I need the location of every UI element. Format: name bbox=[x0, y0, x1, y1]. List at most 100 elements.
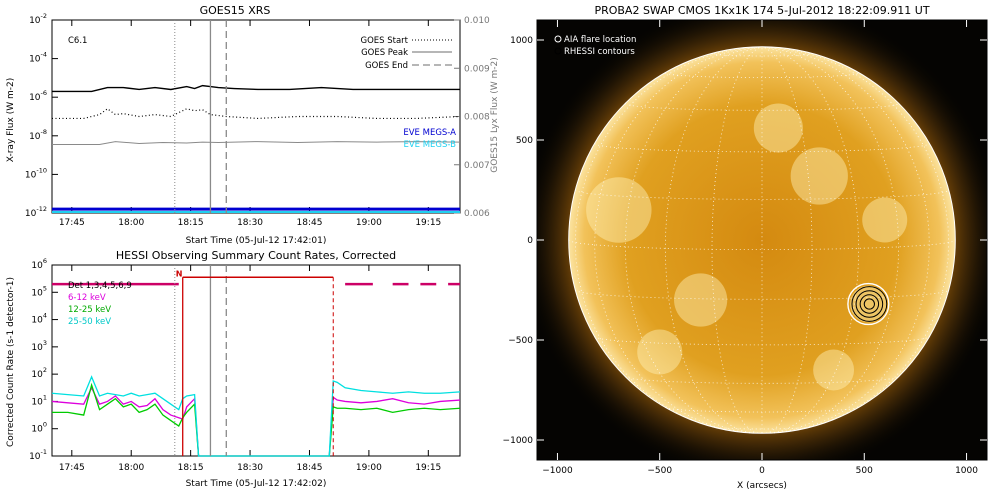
swap-y-tick-label: −500 bbox=[508, 336, 533, 346]
hessi-x-ticks: 17:45 18:00 18:15 18:30 18:45 19:00 19:15 bbox=[59, 265, 441, 473]
goes-y-tick-label: 10-8 bbox=[29, 128, 47, 142]
hessi-y-tick-exp: 6 bbox=[43, 257, 47, 265]
goes-y-tick-exp: -6 bbox=[41, 89, 47, 97]
hessi-y-tick-base: 10 bbox=[31, 288, 43, 298]
swap-y-tick-label: −1000 bbox=[503, 436, 534, 446]
swap-x-ticks: −1000 −500 0 500 1000 bbox=[542, 20, 978, 476]
hessi-series-12-25-keV bbox=[52, 382, 461, 457]
goes-legend-start: GOES Start bbox=[360, 36, 408, 46]
goes-y-tick-exp: -2 bbox=[41, 12, 47, 20]
hessi-y-tick-base: 10 bbox=[31, 261, 43, 271]
hessi-legend-high: 25-50 keV bbox=[68, 317, 111, 327]
goes-y-tick-base: 10 bbox=[29, 93, 41, 103]
goes-y-tick-label: 10-10 bbox=[25, 166, 47, 180]
hessi-y-tick-base: 10 bbox=[31, 397, 43, 407]
swap-legend-rhessi-icon bbox=[554, 47, 562, 55]
hessi-x-tick-label: 19:15 bbox=[415, 463, 441, 473]
goes-y-tick-base: 10 bbox=[25, 209, 37, 219]
goes-y-tick-base: 10 bbox=[25, 170, 37, 180]
goes-y2-tick-label: 0.010 bbox=[464, 16, 490, 26]
sun-limb bbox=[568, 46, 956, 434]
hessi-x-label: Start Time (05-Jul-12 17:42:02) bbox=[186, 479, 327, 489]
active-region bbox=[862, 197, 908, 243]
hessi-legend: Det 1,3,4,5,6,9 6-12 keV 12-25 keV 25-50… bbox=[68, 281, 132, 327]
hessi-y-tick-exp: 5 bbox=[43, 284, 47, 292]
heliographic-grid bbox=[568, 46, 956, 434]
hessi-y-tick-label: 106 bbox=[31, 257, 47, 271]
rhessi-contour bbox=[855, 290, 884, 318]
hessi-y-tick-label: 101 bbox=[31, 393, 47, 407]
rhessi-contours bbox=[851, 286, 888, 322]
hessi-event-lines bbox=[174, 265, 227, 456]
hessi-y-tick-exp: 2 bbox=[43, 366, 47, 374]
goes-legend-end: GOES End bbox=[365, 61, 408, 71]
goes-series-xray-long bbox=[52, 84, 460, 93]
goes-y-tick-exp: -12 bbox=[36, 205, 47, 213]
hessi-y-tick-label: 104 bbox=[31, 312, 47, 326]
rhessi-contour bbox=[863, 298, 875, 310]
hessi-series bbox=[51, 282, 461, 457]
hessi-y-tick-label: 102 bbox=[31, 366, 47, 380]
goes-series-xray-short bbox=[52, 108, 461, 120]
goes-x-tick-label: 18:00 bbox=[118, 218, 144, 228]
goes-series bbox=[52, 84, 461, 214]
hessi-chart-title: HESSI Observing Summary Count Rates, Cor… bbox=[116, 249, 396, 262]
goes-flare-class: C6.1 bbox=[68, 36, 87, 46]
active-region bbox=[674, 273, 728, 327]
hessi-y-tick-exp: 3 bbox=[43, 339, 47, 347]
goes-y-tick-exp: -10 bbox=[36, 166, 47, 174]
sun-features bbox=[586, 103, 908, 391]
swap-x-tick-label: 0 bbox=[759, 466, 765, 476]
rhessi-contour bbox=[851, 286, 888, 322]
goes-x-tick-label: 19:00 bbox=[356, 218, 382, 228]
goes-y-tick-label: 10-6 bbox=[29, 89, 47, 103]
grid-longitude bbox=[624, 46, 763, 434]
active-region bbox=[790, 147, 848, 205]
swap-y-ticks: 1000 500 0 −500 −1000 bbox=[503, 36, 987, 446]
swap-x-tick-label: −500 bbox=[647, 466, 672, 476]
grid-longitude bbox=[711, 46, 763, 434]
goes-y-tick-exp: -8 bbox=[41, 128, 47, 136]
hessi-x-tick-label: 19:00 bbox=[356, 463, 382, 473]
goes-x-tick-label: 18:45 bbox=[297, 218, 323, 228]
swap-x-tick-label: 1000 bbox=[955, 466, 978, 476]
grid-longitude bbox=[761, 46, 950, 434]
hessi-x-tick-label: 18:00 bbox=[118, 463, 144, 473]
swap-x-label: X (arcsecs) bbox=[737, 481, 787, 491]
hessi-y-tick-label: 105 bbox=[31, 284, 47, 298]
hessi-legend-det: Det 1,3,4,5,6,9 bbox=[68, 281, 132, 291]
grid-longitude bbox=[574, 46, 763, 434]
hessi-y-tick-label: 103 bbox=[31, 339, 47, 353]
grid-longitude bbox=[761, 46, 813, 434]
goes-y2-ticks: 0.010 0.009 0.008 0.007 0.006 bbox=[454, 16, 490, 219]
goes-event-lines bbox=[174, 20, 227, 213]
grid-longitude bbox=[761, 46, 930, 434]
swap-y-tick-label: 1000 bbox=[510, 36, 533, 46]
aia-flare-location-marker bbox=[847, 282, 890, 326]
goes-y2-tick-label: 0.008 bbox=[464, 113, 490, 123]
hessi-x-tick-label: 18:45 bbox=[297, 463, 323, 473]
grid-longitude bbox=[664, 46, 763, 434]
grid-latitude bbox=[665, 72, 859, 79]
hessi-y-tick-base: 10 bbox=[31, 343, 43, 353]
goes-y2-tick-label: 0.007 bbox=[464, 161, 490, 171]
hessi-y-tick-exp: 4 bbox=[43, 312, 47, 320]
swap-legend-aia-icon bbox=[554, 35, 562, 43]
hessi-y-label: Corrected Count Rate (s-1 detector-1) bbox=[6, 277, 16, 447]
goes-y-tick-base: 10 bbox=[29, 16, 41, 26]
goes-y-tick-exp: -4 bbox=[41, 51, 47, 59]
active-region bbox=[586, 177, 652, 243]
goes-x-tick-label: 17:45 bbox=[59, 218, 85, 228]
goes-xrs-chart: GOES15 XRS 17:45 18:00 18:15 18:30 18:45 19:0… bbox=[6, 4, 500, 246]
hessi-y-tick-base: 10 bbox=[31, 425, 43, 435]
swap-title: PROBA2 SWAP CMOS 1Kx1K 174 5-Jul-2012 18… bbox=[594, 4, 929, 17]
sun-disk bbox=[568, 46, 956, 434]
hessi-x-tick-label: 17:45 bbox=[59, 463, 85, 473]
goes-y-tick-label: 10-4 bbox=[29, 51, 47, 65]
goes-x-tick-label: 19:15 bbox=[415, 218, 441, 228]
goes-y2-label: GOES15 Lyx Flux (W m-2) bbox=[490, 57, 500, 173]
hessi-y-tick-base: 10 bbox=[31, 316, 43, 326]
